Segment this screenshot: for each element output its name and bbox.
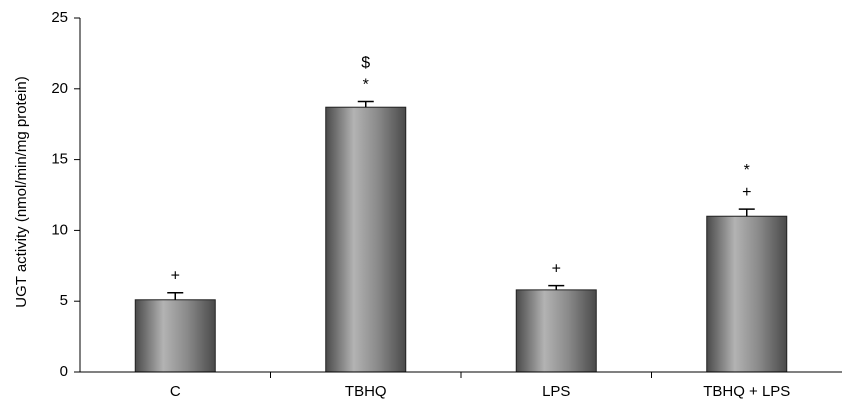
significance-marker: + [552, 261, 561, 278]
significance-marker: + [742, 184, 751, 201]
y-tick-label: 25 [51, 9, 68, 26]
x-tick-label: C [170, 383, 181, 400]
x-tick-label: LPS [542, 383, 570, 400]
y-tick-label: 20 [51, 80, 68, 97]
bar [515, 289, 597, 373]
bar [134, 299, 216, 373]
bar [706, 215, 788, 373]
x-tick-label: TBHQ + LPS [703, 383, 790, 400]
y-tick-label: 10 [51, 221, 68, 238]
significance-marker: * [363, 77, 369, 94]
bar [325, 106, 407, 373]
significance-marker: + [171, 268, 180, 285]
significance-marker: * [744, 162, 750, 179]
y-tick-label: 15 [51, 151, 68, 168]
y-axis-label: UGT activity (nmol/min/mg protein) [13, 76, 30, 307]
y-tick-label: 0 [60, 363, 68, 380]
significance-marker: $ [361, 55, 370, 72]
y-tick-label: 5 [60, 292, 68, 309]
x-tick-label: TBHQ [345, 383, 387, 400]
